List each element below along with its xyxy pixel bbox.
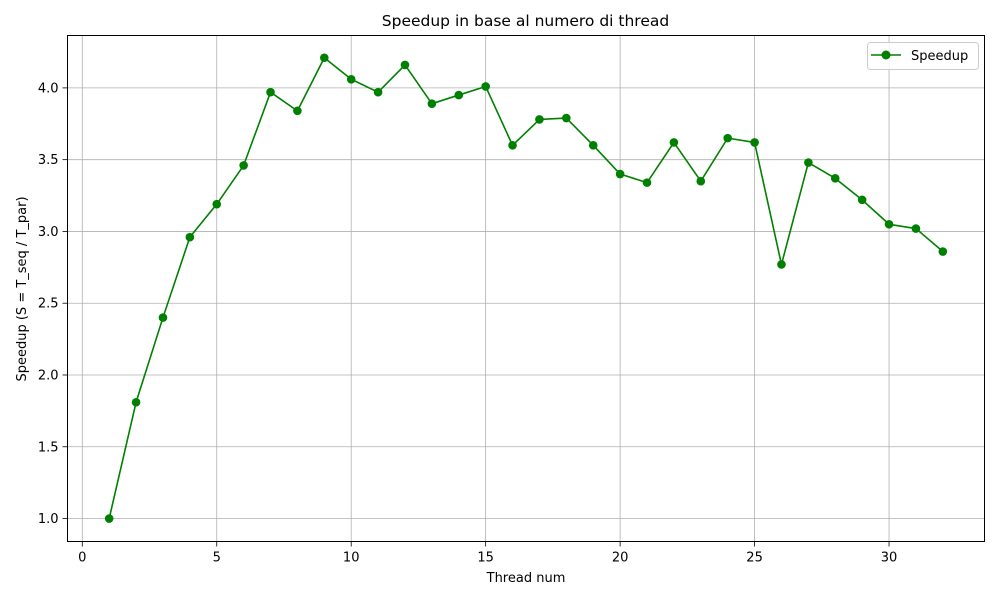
data-point <box>185 232 195 242</box>
y-tick-label: 2.5 <box>38 297 59 312</box>
legend-marker-swatch <box>881 50 891 60</box>
x-tick-label: 10 <box>343 551 360 566</box>
x-tick-label: 5 <box>213 551 221 566</box>
x-tick-label: 25 <box>746 551 763 566</box>
y-tick-label: 2.0 <box>38 368 59 383</box>
data-point <box>857 195 867 205</box>
data-point <box>239 161 248 170</box>
x-tick-label: 20 <box>612 551 629 566</box>
x-axis: 0 5 10 15 20 25 30 <box>78 541 898 566</box>
y-tick-label: 1.5 <box>38 440 59 455</box>
data-point <box>481 82 490 91</box>
chart-title: Speedup in base al numero di thread <box>382 12 669 30</box>
data-point <box>158 313 168 322</box>
series-layer <box>104 53 948 523</box>
data-point <box>696 176 706 186</box>
data-point <box>454 90 464 100</box>
data-point <box>642 178 652 187</box>
data-point <box>535 115 544 124</box>
data-point <box>804 158 813 167</box>
data-point <box>212 199 222 209</box>
data-point <box>293 106 302 116</box>
data-point <box>588 141 598 150</box>
plot-frame <box>67 35 985 542</box>
data-point <box>777 260 786 269</box>
y-axis: 1.0 1.5 2.0 2.5 3.0 3.5 4.0 <box>38 81 68 527</box>
data-point <box>104 514 114 523</box>
data-point <box>911 224 921 233</box>
series-line-speedup <box>108 56 944 519</box>
y-tick-label: 3.5 <box>38 153 59 168</box>
data-point <box>131 397 141 407</box>
x-tick-label: 30 <box>881 551 898 566</box>
data-point <box>346 74 356 84</box>
data-point <box>669 138 679 147</box>
y-tick-label: 1.0 <box>38 512 59 527</box>
data-point <box>562 113 571 123</box>
data-point <box>320 53 329 63</box>
x-axis-label: Thread num <box>486 571 566 586</box>
data-point <box>266 87 275 97</box>
x-tick-label: 15 <box>477 551 494 566</box>
legend-box <box>867 42 979 70</box>
data-point <box>615 169 625 179</box>
data-point <box>373 87 383 97</box>
data-point <box>723 133 732 143</box>
data-point <box>427 99 437 108</box>
legend: Speedup <box>867 42 979 70</box>
data-point <box>938 247 948 256</box>
data-point <box>884 219 894 229</box>
data-point <box>830 174 840 183</box>
legend-label: Speedup <box>911 49 968 64</box>
data-point <box>400 60 410 70</box>
y-tick-label: 4.0 <box>38 81 59 96</box>
plot-area <box>67 35 985 542</box>
grid-lines <box>67 35 985 542</box>
x-tick-label: 0 <box>78 551 86 566</box>
data-point <box>508 141 517 150</box>
y-tick-label: 3.0 <box>38 225 59 240</box>
data-point <box>750 138 759 147</box>
y-axis-label: Speedup (S = T_seq / T_par) <box>15 196 30 381</box>
